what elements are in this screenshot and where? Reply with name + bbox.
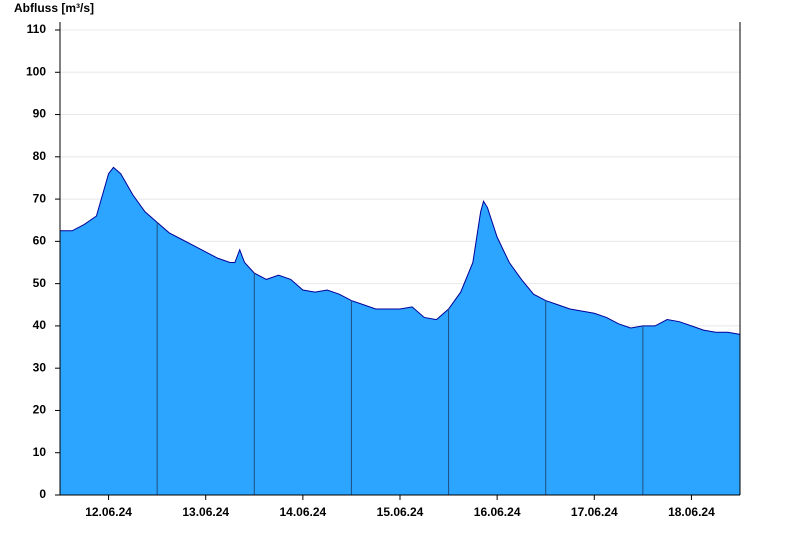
- y-axis-label: Abfluss [m³/s]: [14, 1, 94, 15]
- x-tick-label: 14.06.24: [279, 505, 326, 519]
- line: [60, 166, 741, 335]
- x-tick-label: 15.06.24: [377, 505, 424, 519]
- y-tick-label: 90: [33, 107, 47, 121]
- y-tick-label: 10: [33, 445, 47, 459]
- y-tick-label: 50: [33, 276, 47, 290]
- y-tick-label: 40: [33, 318, 47, 332]
- x-tick-label: 17.06.24: [571, 505, 618, 519]
- y-tick-label: 110: [27, 22, 47, 36]
- y-tick-label: 80: [33, 149, 47, 163]
- x-tick-label: 18.06.24: [668, 505, 715, 519]
- y-tick-label: 60: [33, 234, 47, 248]
- y-tick-label: 20: [33, 403, 47, 417]
- y-tick-label: 100: [26, 64, 46, 78]
- x-tick-label: 16.06.24: [474, 505, 521, 519]
- x-tick-label: 13.06.24: [182, 505, 229, 519]
- y-tick-label: 0: [39, 487, 46, 501]
- y-tick-label: 70: [33, 191, 47, 205]
- area: [60, 167, 740, 496]
- y-tick-label: 30: [33, 360, 47, 374]
- x-tick-label: 12.06.24: [85, 505, 132, 519]
